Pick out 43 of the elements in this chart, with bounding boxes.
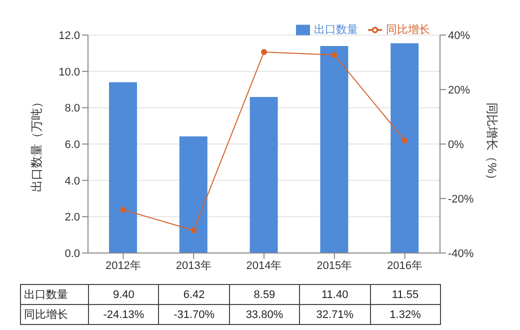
data-label: 1.32% [370, 304, 440, 324]
bar [320, 46, 348, 253]
y-tick-label: 8.0 [64, 102, 80, 115]
point [402, 137, 408, 144]
point [261, 48, 267, 55]
data-label: 6.42 [158, 284, 230, 304]
data-label: 11.55 [370, 284, 440, 304]
y-tick-label: 6.0 [64, 138, 80, 151]
y-tick-label: 2.0 [64, 212, 80, 224]
bar [179, 136, 208, 253]
data-label: -24.13% [88, 304, 159, 324]
point [120, 206, 126, 213]
data-label: 9.40 [88, 284, 159, 304]
y2-tick-label: -40% [448, 248, 474, 260]
x-tick-label: 2013年 [176, 260, 212, 272]
point [190, 227, 197, 234]
legend-label: 同比增长 [386, 24, 430, 36]
y2-tick-label: -20% [448, 193, 474, 206]
x-tick-label: 2014年 [246, 260, 282, 272]
y-axis-title: 出口数量（万吨） [29, 96, 44, 192]
y-tick-label: 12.0 [58, 30, 80, 42]
y-tick-label: 10.0 [58, 66, 80, 78]
data-label: -31.70% [158, 304, 230, 324]
x-tick-label: 2015年 [316, 260, 352, 272]
y2-tick-label: 20% [448, 84, 470, 96]
x-tick-label: 2012年 [105, 260, 141, 272]
data-label: 8.59 [229, 284, 300, 304]
point [331, 52, 338, 58]
text: 出口数量 [24, 289, 68, 301]
y-tick-label: 0.0 [64, 248, 80, 260]
y2-axis-title: 同比增长（%） [484, 102, 499, 186]
bar [390, 43, 419, 253]
y2-tick-label: 0% [448, 138, 464, 151]
bar [250, 97, 278, 253]
text: 同比增长 [24, 309, 68, 321]
data-label: 32.71% [300, 304, 370, 324]
legend-label: 出口数量 [314, 24, 358, 36]
data-label: 11.40 [300, 284, 370, 304]
data-label: 33.80% [229, 304, 300, 324]
y-tick-label: 4.0 [64, 175, 80, 188]
x-tick-label: 2016年 [387, 260, 423, 272]
bar [109, 82, 137, 253]
y2-tick-label: 40% [448, 30, 470, 42]
